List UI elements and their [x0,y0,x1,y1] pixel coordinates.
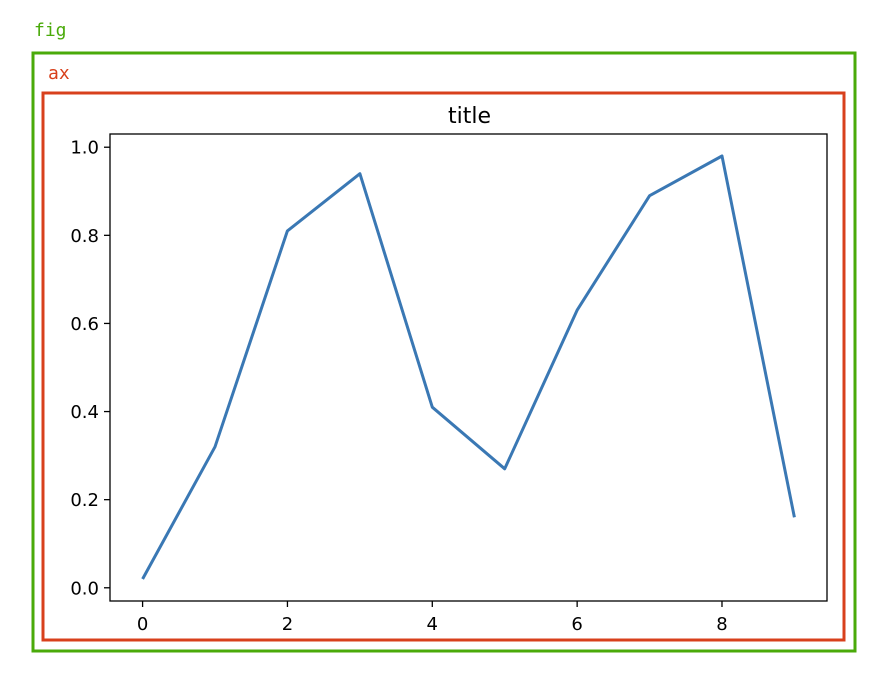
x-tick-label: 2 [282,614,293,635]
x-tick-label: 6 [571,614,582,635]
y-tick-label: 0.4 [70,402,99,423]
chart-title: title [448,104,491,129]
plot-area [109,133,828,602]
ax-frame [41,91,846,642]
y-tick-label: 0.2 [70,490,99,511]
y-tick-label: 1.0 [70,138,99,159]
fig-label: fig [34,20,67,41]
fig-frame [31,51,857,653]
y-tick-label: 0.6 [70,314,99,335]
x-tick-label: 4 [427,614,438,635]
series-group [141,154,796,580]
x-tick-label: 0 [137,614,148,635]
x-tick-label: 8 [716,614,727,635]
y-tick-label: 0.8 [70,226,99,247]
series-line [141,154,796,580]
y-tick-label: 0.0 [70,578,99,599]
ticks-group: 0 2 4 6 8 0.0 0.2 0.4 0.6 0.8 1.0 [70,138,727,635]
ax-label: ax [48,63,70,84]
